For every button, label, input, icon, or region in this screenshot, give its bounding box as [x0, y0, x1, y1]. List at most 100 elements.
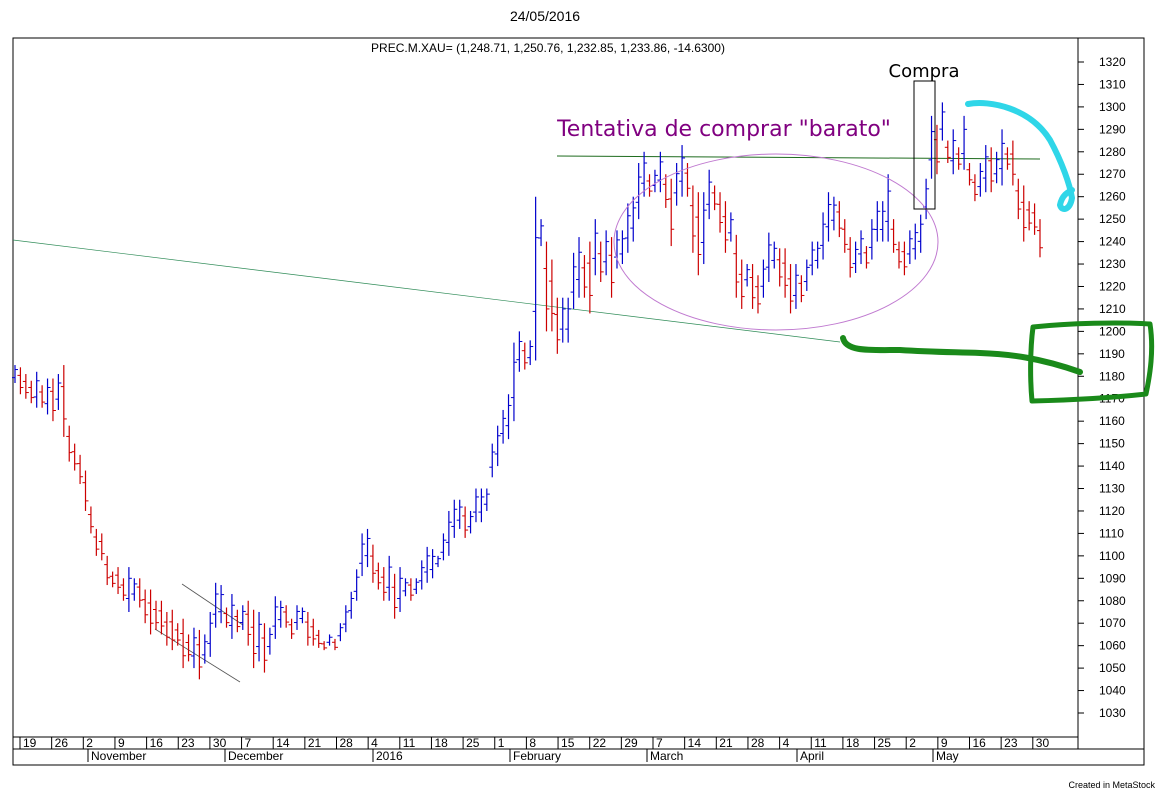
ohlc-bar: [82, 470, 89, 511]
ohlc-bar: [299, 607, 306, 624]
ohlc-bar: [711, 185, 718, 211]
y-tick-label: 1270: [1099, 167, 1126, 181]
ohlc-bar: [814, 241, 821, 269]
ohlc-bar: [879, 201, 886, 242]
channel-line-upper: [181, 583, 244, 626]
cyan-hand-arrow: [965, 100, 1075, 212]
ohlc-bar: [142, 589, 149, 624]
ohlc-bar: [939, 102, 946, 141]
y-tick-label: 1150: [1099, 437, 1125, 451]
ohlc-bar: [245, 600, 252, 646]
y-tick-label: 1130: [1099, 482, 1125, 496]
ohlc-bar: [738, 259, 745, 309]
ohlc-bar: [391, 573, 398, 619]
ohlc-bar: [185, 634, 192, 662]
y-tick-label: 1080: [1099, 594, 1126, 608]
ohlc-bar: [841, 219, 848, 253]
x-tick-label: 9: [118, 736, 125, 750]
x-tick-label: 7: [245, 736, 252, 750]
ohlc-bar: [212, 582, 219, 628]
ohlc-bar: [424, 546, 431, 583]
ohlc-bar: [771, 241, 778, 269]
ohlc-bar: [722, 201, 729, 253]
ohlc-bar: [397, 567, 404, 612]
ohlc-bar: [478, 488, 485, 523]
ohlc-bar: [201, 634, 208, 664]
x-month-label: November: [91, 749, 146, 763]
ohlc-bar: [39, 385, 46, 408]
ohlc-bar: [359, 533, 366, 577]
ohlc-bar: [646, 174, 653, 197]
y-tick-label: 1200: [1099, 324, 1126, 338]
ohlc-bar: [250, 609, 257, 669]
ohlc-bar: [17, 367, 24, 395]
ohlc-bar: [754, 275, 761, 314]
y-tick-label: 1100: [1099, 549, 1125, 563]
y-tick-label: 1050: [1099, 661, 1126, 675]
range-ellipse: [613, 153, 939, 331]
ohlc-bar: [386, 555, 393, 601]
ohlc-bar: [679, 145, 686, 197]
ohlc-bar: [993, 151, 1000, 184]
ohlc-bar: [462, 506, 469, 538]
y-tick-label: 1030: [1099, 706, 1126, 720]
ohlc-bar: [256, 611, 263, 662]
ohlc-bar: [776, 248, 783, 287]
ohlc-bar: [288, 618, 295, 639]
y-tick-label: 1110: [1099, 526, 1124, 540]
ohlc-bar: [321, 641, 328, 651]
y-tick-label: 1210: [1099, 302, 1126, 316]
ohlc-bar: [174, 623, 181, 646]
ohlc-bar: [109, 571, 116, 588]
ohlc-bar: [294, 605, 301, 630]
ohlc-bar: [662, 174, 669, 208]
ohlc-bar: [467, 510, 474, 534]
ohlc-bar: [44, 378, 51, 415]
ohlc-bar: [207, 611, 214, 657]
ohlc-bar: [982, 145, 989, 193]
ohlc-bar: [966, 163, 973, 186]
ohlc-bar: [955, 147, 962, 170]
x-tick-label: 21: [719, 736, 733, 750]
ohlc-bar: [315, 629, 322, 648]
ohlc-bar: [12, 365, 18, 384]
x-tick-label: 21: [308, 736, 322, 750]
ohlc-bar: [961, 115, 968, 170]
ohlc-bar: [93, 528, 100, 556]
ohlc-bar: [592, 219, 599, 276]
y-tick-label: 1240: [1099, 235, 1126, 249]
ohlc-bar: [505, 394, 512, 440]
ohlc-bar: [304, 611, 311, 646]
x-tick-label: 23: [181, 736, 195, 750]
ohlc-bar: [630, 196, 637, 242]
ohlc-bar: [825, 192, 832, 242]
ohlc-bar: [727, 212, 734, 242]
ohlc-bar: [1004, 147, 1011, 170]
y-tick-label: 1260: [1099, 190, 1126, 204]
ohlc-bar: [266, 627, 273, 655]
ohlc-bar: [104, 555, 111, 586]
ohlc-bar: [668, 178, 675, 247]
ohlc-bar: [868, 219, 875, 260]
ohlc-bar: [190, 627, 197, 669]
ohlc-bar: [1015, 178, 1022, 220]
y-axis-ticks: 1030 1040 1050 1060 1070 1080 1090 1100 1110 1120…: [1078, 55, 1126, 720]
x-tick-label: 25: [878, 736, 892, 750]
ohlc-bar: [977, 163, 984, 197]
ohlc-bar: [538, 219, 545, 247]
ohlc-bar: [337, 623, 344, 642]
ohlc-bar: [261, 623, 268, 673]
ohlc-bar: [500, 409, 507, 444]
ohlc-bar: [66, 425, 73, 462]
x-tick-label: 14: [688, 736, 702, 750]
ohlc-bar: [445, 510, 452, 556]
ohlc-bar: [847, 237, 854, 278]
x-tick-label: 11: [403, 736, 416, 750]
ohlc-bar: [147, 589, 154, 635]
ohlc-bar: [532, 196, 539, 361]
ohlc-bar: [451, 499, 458, 538]
ohlc-bar: [440, 533, 447, 561]
x-tick-label: 2: [86, 736, 93, 750]
ohlc-bar: [554, 297, 561, 354]
ohlc-bar: [510, 342, 517, 422]
